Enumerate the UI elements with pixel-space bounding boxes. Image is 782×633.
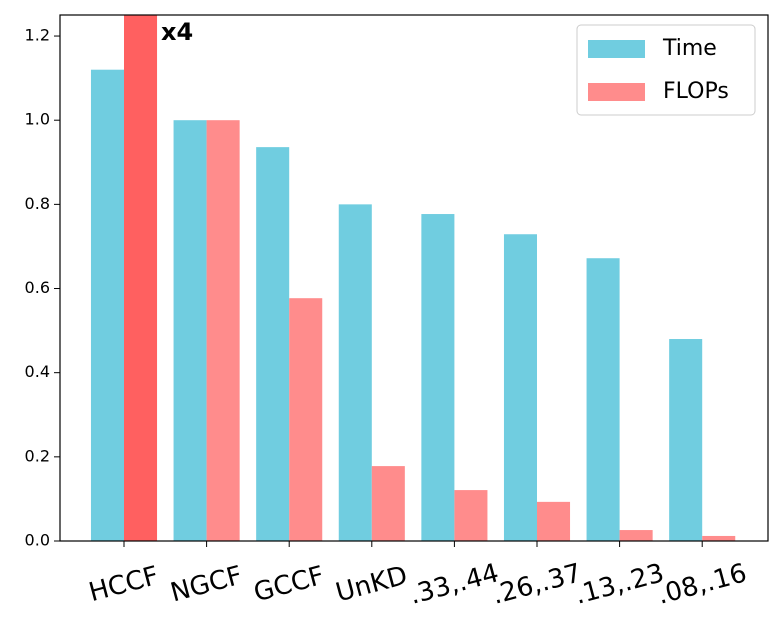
bar <box>256 147 290 541</box>
x-tick-label: NGCF <box>167 561 245 609</box>
x-tick-label: .33,.44 <box>406 558 502 611</box>
y-tick-label: 1.0 <box>25 110 50 129</box>
bar <box>421 214 455 541</box>
y-tick-label: 0.2 <box>25 446 50 465</box>
bar <box>206 120 240 541</box>
bar <box>338 204 372 541</box>
y-tick-label: 0.4 <box>25 362 50 381</box>
bar <box>454 490 488 541</box>
y-tick-label: 0.6 <box>25 278 50 297</box>
legend-label: FLOPs <box>663 79 729 104</box>
bar <box>124 15 158 541</box>
bar <box>669 339 703 541</box>
bar <box>537 501 571 541</box>
bar <box>503 234 537 541</box>
bar <box>702 535 736 541</box>
plot-frame <box>59 14 769 542</box>
x-tick-label: .08,.16 <box>654 558 750 611</box>
legend-label: Time <box>662 36 717 61</box>
x-tick-label: UnKD <box>333 561 411 609</box>
y-tick-label: 0.8 <box>25 194 50 213</box>
bar <box>90 69 124 541</box>
y-tick-label: 0.0 <box>25 531 50 550</box>
bar <box>289 298 323 541</box>
x-tick-label: HCCF <box>86 561 162 608</box>
legend-swatch <box>588 40 645 58</box>
annotation: x4 <box>161 18 193 46</box>
bar <box>371 466 405 541</box>
bar <box>619 530 653 541</box>
x-tick-label: .13,.23 <box>572 558 668 611</box>
legend-swatch <box>588 83 645 101</box>
x-tick-label: .26,.37 <box>489 558 585 611</box>
bar <box>586 258 620 541</box>
x-tick-label: GCCF <box>251 561 328 608</box>
bar <box>173 120 207 541</box>
plot-bars <box>90 15 736 541</box>
y-tick-label: 1.2 <box>25 26 50 45</box>
